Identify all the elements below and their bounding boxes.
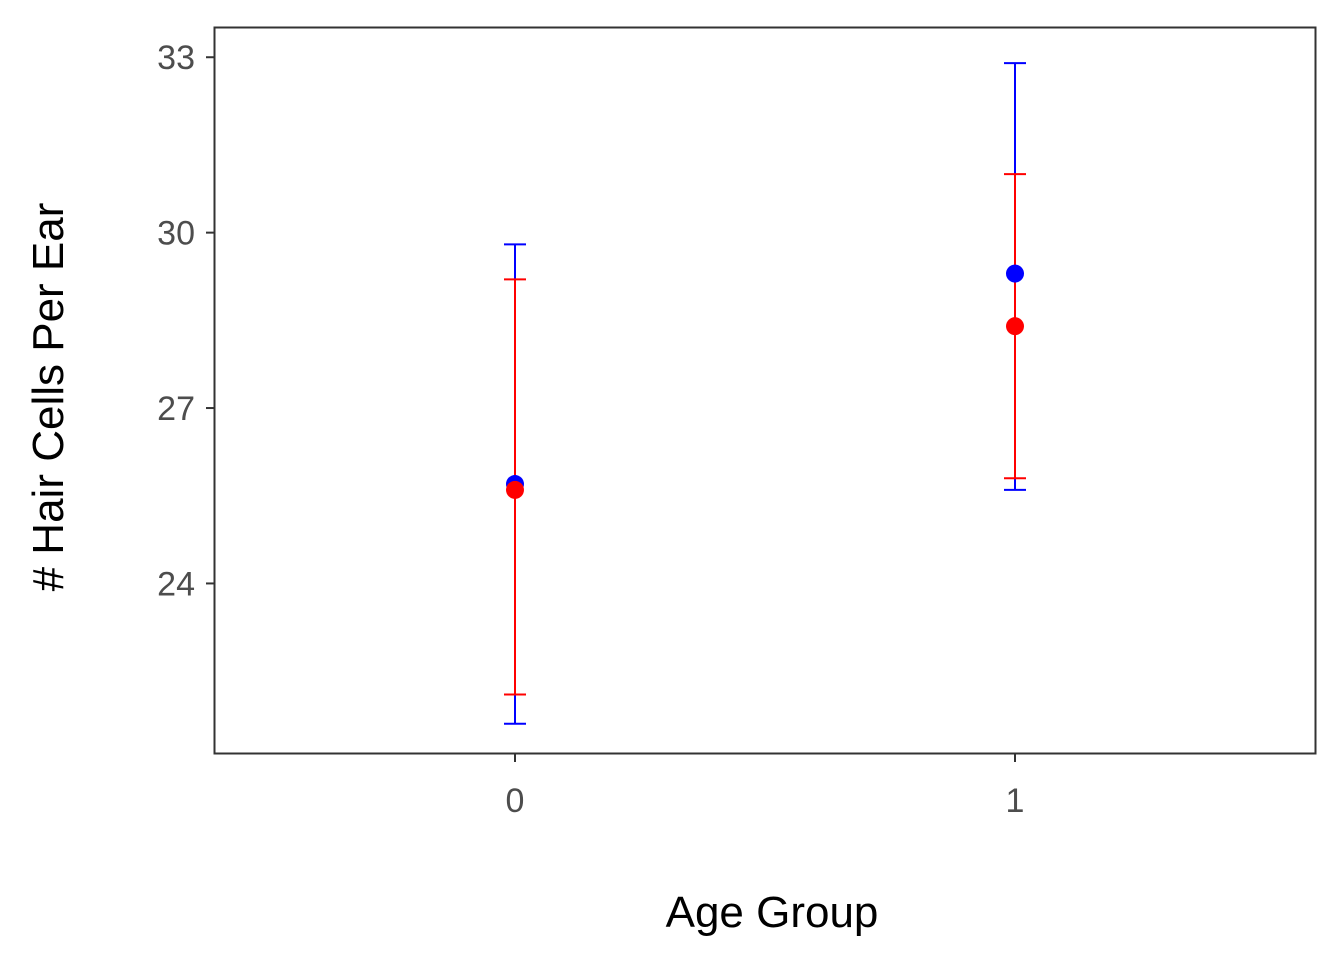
series-1 (504, 173, 1026, 696)
y-tick-label: 30 (157, 215, 195, 253)
data-marks (504, 62, 1026, 725)
x-axis-title: Age Group (666, 888, 879, 937)
y-axis: 24 27 30 33 (157, 39, 215, 603)
data-point (1006, 264, 1024, 283)
x-tick-label: 0 (506, 782, 525, 820)
x-tick-label: 1 (1006, 782, 1025, 820)
y-tick-label: 27 (157, 390, 195, 428)
y-tick-label: 24 (157, 565, 195, 603)
series-0 (504, 62, 1026, 725)
y-axis-title: # Hair Cells Per Ear (24, 203, 73, 592)
y-tick-label: 33 (157, 39, 195, 77)
data-point (506, 480, 524, 499)
data-point (1006, 317, 1024, 336)
panel-border (213, 26, 1317, 755)
